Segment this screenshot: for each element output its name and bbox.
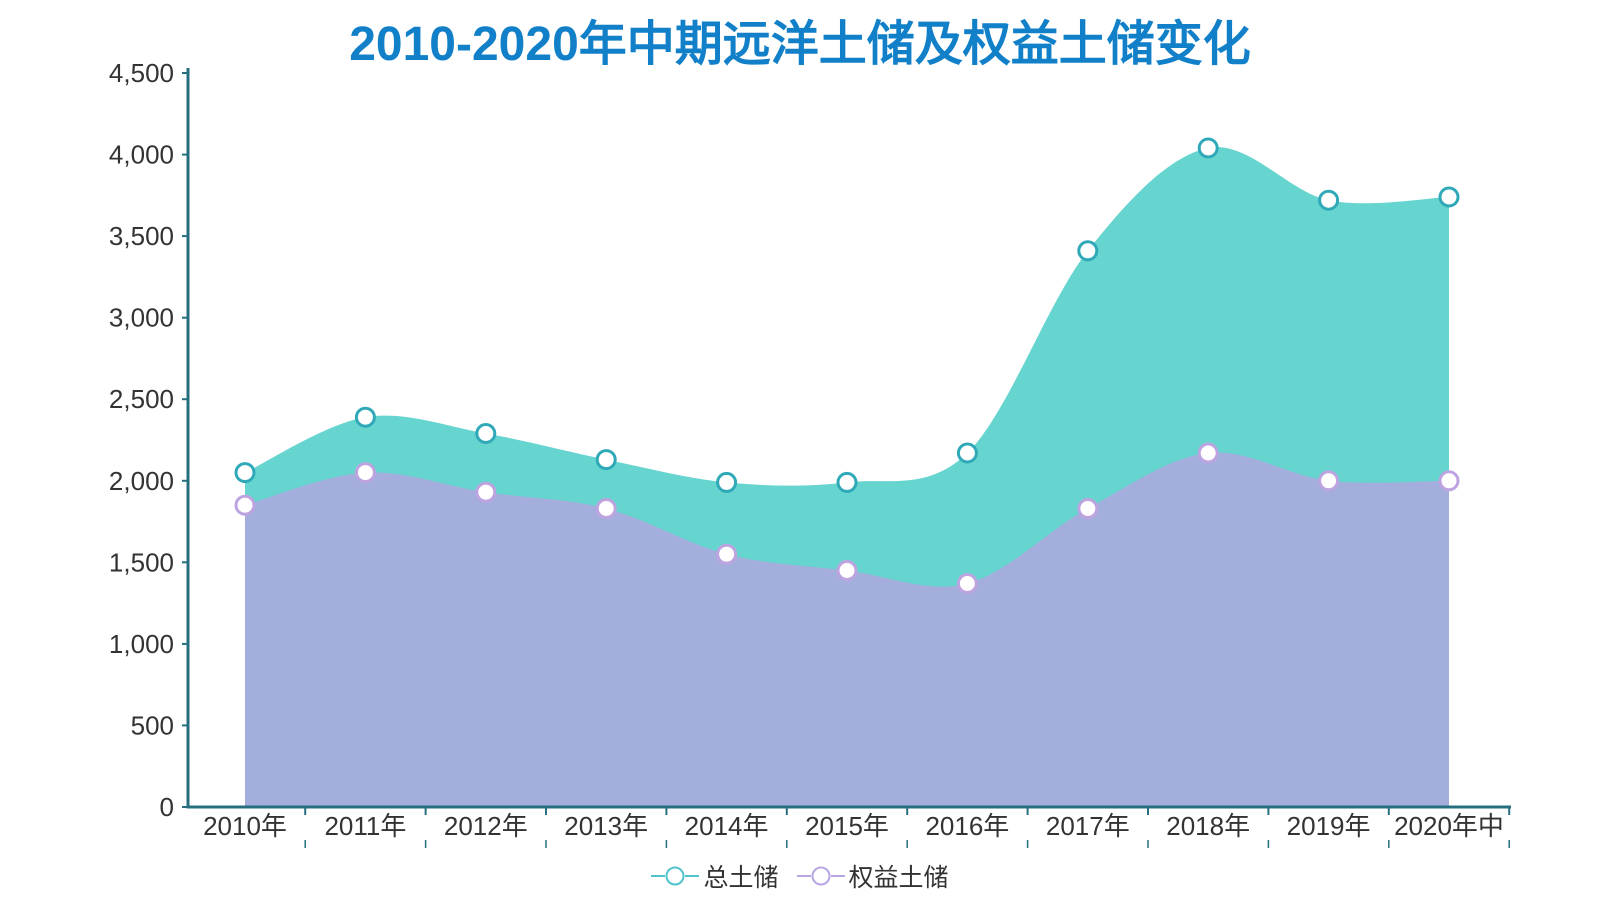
legend-label-total: 总土储 bbox=[703, 864, 779, 892]
data-point-marker[interactable] bbox=[1438, 470, 1460, 492]
equity-series-markers bbox=[234, 442, 1460, 594]
data-point-marker[interactable] bbox=[836, 471, 858, 493]
y-axis-tick-label: 2,000 bbox=[109, 466, 174, 496]
x-axis-tick-label: 2014年 bbox=[685, 811, 769, 841]
x-axis-tick-label: 2019年 bbox=[1287, 811, 1371, 841]
data-point-marker[interactable] bbox=[1077, 498, 1099, 519]
axis-ticks bbox=[182, 72, 1511, 848]
data-point-marker[interactable] bbox=[1197, 137, 1219, 159]
x-axis-labels: 2010年 2011年 2012年 2013年 2014年 2015年 2016年 2017年… bbox=[203, 811, 1504, 841]
data-point-marker[interactable] bbox=[595, 449, 617, 471]
y-axis-tick-label: 1,000 bbox=[109, 629, 174, 659]
data-point-marker[interactable] bbox=[1318, 189, 1340, 211]
total-series-markers bbox=[234, 137, 1460, 493]
x-axis-tick-label: 2020年中 bbox=[1394, 811, 1504, 841]
data-point-marker[interactable] bbox=[234, 494, 256, 516]
legend-item-total[interactable]: 总土储 bbox=[651, 858, 779, 894]
data-point-marker[interactable] bbox=[1438, 186, 1460, 208]
legend-item-equity[interactable]: 权益土储 bbox=[796, 858, 949, 894]
x-axis-tick-label: 2012年 bbox=[444, 811, 528, 841]
chart-legend: 总土储 权益土储 bbox=[0, 858, 1600, 894]
y-axis-tick-label: 2,500 bbox=[109, 384, 174, 414]
equity-land-area bbox=[245, 452, 1449, 807]
y-axis-tick-label: 1,500 bbox=[109, 547, 174, 577]
x-axis-tick-label: 2010年 bbox=[203, 811, 287, 841]
legend-label-equity: 权益土储 bbox=[848, 864, 949, 892]
data-point-marker[interactable] bbox=[475, 481, 497, 503]
y-axis-tick-label: 4,500 bbox=[109, 58, 174, 88]
data-point-marker[interactable] bbox=[836, 560, 858, 581]
axes bbox=[186, 68, 1511, 809]
data-point-marker[interactable] bbox=[595, 498, 617, 519]
y-axis-tick-label: 3,000 bbox=[109, 303, 174, 333]
data-point-marker[interactable] bbox=[956, 573, 978, 594]
y-axis-labels: 0 500 1,000 1,500 2,000 2,500 3,000 3,500 4,000 4… bbox=[109, 58, 174, 822]
legend-line-marker-icon bbox=[796, 866, 845, 886]
x-axis-tick-label: 2016年 bbox=[925, 811, 1009, 841]
data-point-marker[interactable] bbox=[716, 543, 738, 565]
data-point-marker[interactable] bbox=[354, 462, 376, 484]
data-point-marker[interactable] bbox=[1318, 470, 1340, 492]
chart-title: 2010-2020年中期远洋土储及权益土储变化 bbox=[349, 18, 1251, 71]
data-point-marker[interactable] bbox=[234, 462, 256, 484]
y-axis-tick-label: 0 bbox=[160, 792, 174, 822]
data-point-marker[interactable] bbox=[354, 406, 376, 428]
x-axis-tick-label: 2013年 bbox=[564, 811, 648, 841]
y-axis-tick-label: 500 bbox=[131, 710, 174, 740]
x-axis-tick-label: 2018年 bbox=[1166, 811, 1250, 841]
x-axis-tick-label: 2017年 bbox=[1046, 811, 1130, 841]
data-point-marker[interactable] bbox=[1197, 442, 1219, 464]
y-axis-tick-label: 3,500 bbox=[109, 221, 174, 251]
data-point-marker[interactable] bbox=[716, 471, 738, 493]
x-axis-tick-label: 2011年 bbox=[324, 811, 406, 841]
y-axis-tick-label: 4,000 bbox=[109, 140, 174, 170]
data-point-marker[interactable] bbox=[475, 423, 497, 444]
data-point-marker[interactable] bbox=[1077, 240, 1099, 262]
data-point-marker[interactable] bbox=[956, 442, 978, 464]
legend-line-marker-icon bbox=[651, 866, 700, 886]
x-axis-tick-label: 2015年 bbox=[805, 811, 889, 841]
